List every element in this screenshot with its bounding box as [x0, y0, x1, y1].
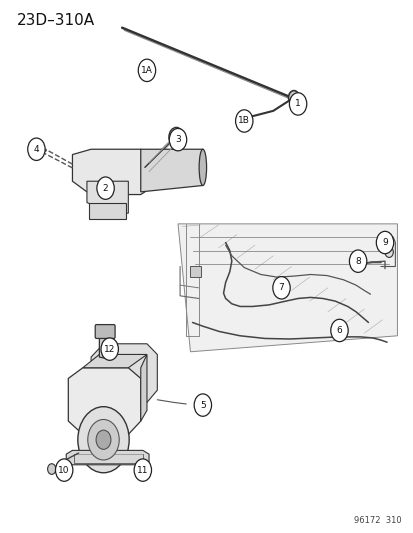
Circle shape	[330, 319, 347, 342]
Circle shape	[288, 91, 299, 104]
Text: 2: 2	[102, 184, 108, 192]
Text: 3: 3	[175, 135, 180, 144]
Circle shape	[375, 231, 393, 254]
Circle shape	[134, 459, 151, 481]
Text: 12: 12	[104, 345, 115, 353]
Polygon shape	[91, 344, 157, 402]
Circle shape	[194, 394, 211, 416]
Circle shape	[349, 250, 366, 272]
Circle shape	[47, 464, 56, 474]
Circle shape	[101, 338, 118, 360]
Text: 96172  310: 96172 310	[353, 516, 401, 525]
Text: 1B: 1B	[238, 117, 249, 125]
Text: 4: 4	[33, 145, 39, 154]
Circle shape	[55, 459, 73, 481]
Circle shape	[289, 93, 306, 115]
Circle shape	[138, 59, 155, 82]
Bar	[190, 266, 200, 277]
Text: 1A: 1A	[141, 66, 152, 75]
Circle shape	[235, 110, 252, 132]
Circle shape	[96, 430, 111, 449]
Polygon shape	[89, 203, 126, 219]
Text: 23D–310A: 23D–310A	[17, 13, 95, 28]
Text: 7: 7	[278, 284, 284, 292]
Text: 5: 5	[199, 401, 205, 409]
Polygon shape	[72, 149, 151, 195]
Polygon shape	[87, 181, 128, 213]
Text: 8: 8	[354, 257, 360, 265]
Polygon shape	[140, 354, 147, 421]
Text: 9: 9	[381, 238, 387, 247]
Circle shape	[169, 127, 183, 147]
Polygon shape	[68, 368, 140, 434]
Circle shape	[88, 419, 119, 460]
Ellipse shape	[199, 149, 206, 185]
Circle shape	[78, 407, 129, 473]
Polygon shape	[66, 450, 149, 465]
Text: 1: 1	[294, 100, 300, 108]
Text: 10: 10	[58, 466, 70, 474]
Text: 6: 6	[336, 326, 342, 335]
Polygon shape	[99, 337, 111, 359]
Text: 11: 11	[137, 466, 148, 474]
FancyBboxPatch shape	[95, 325, 115, 338]
Circle shape	[384, 247, 392, 257]
Circle shape	[272, 277, 290, 299]
Polygon shape	[178, 224, 396, 352]
Circle shape	[33, 146, 41, 155]
Polygon shape	[140, 149, 202, 192]
Circle shape	[97, 177, 114, 199]
Circle shape	[28, 138, 45, 160]
Circle shape	[236, 116, 243, 124]
Polygon shape	[83, 354, 147, 368]
Circle shape	[169, 128, 186, 151]
